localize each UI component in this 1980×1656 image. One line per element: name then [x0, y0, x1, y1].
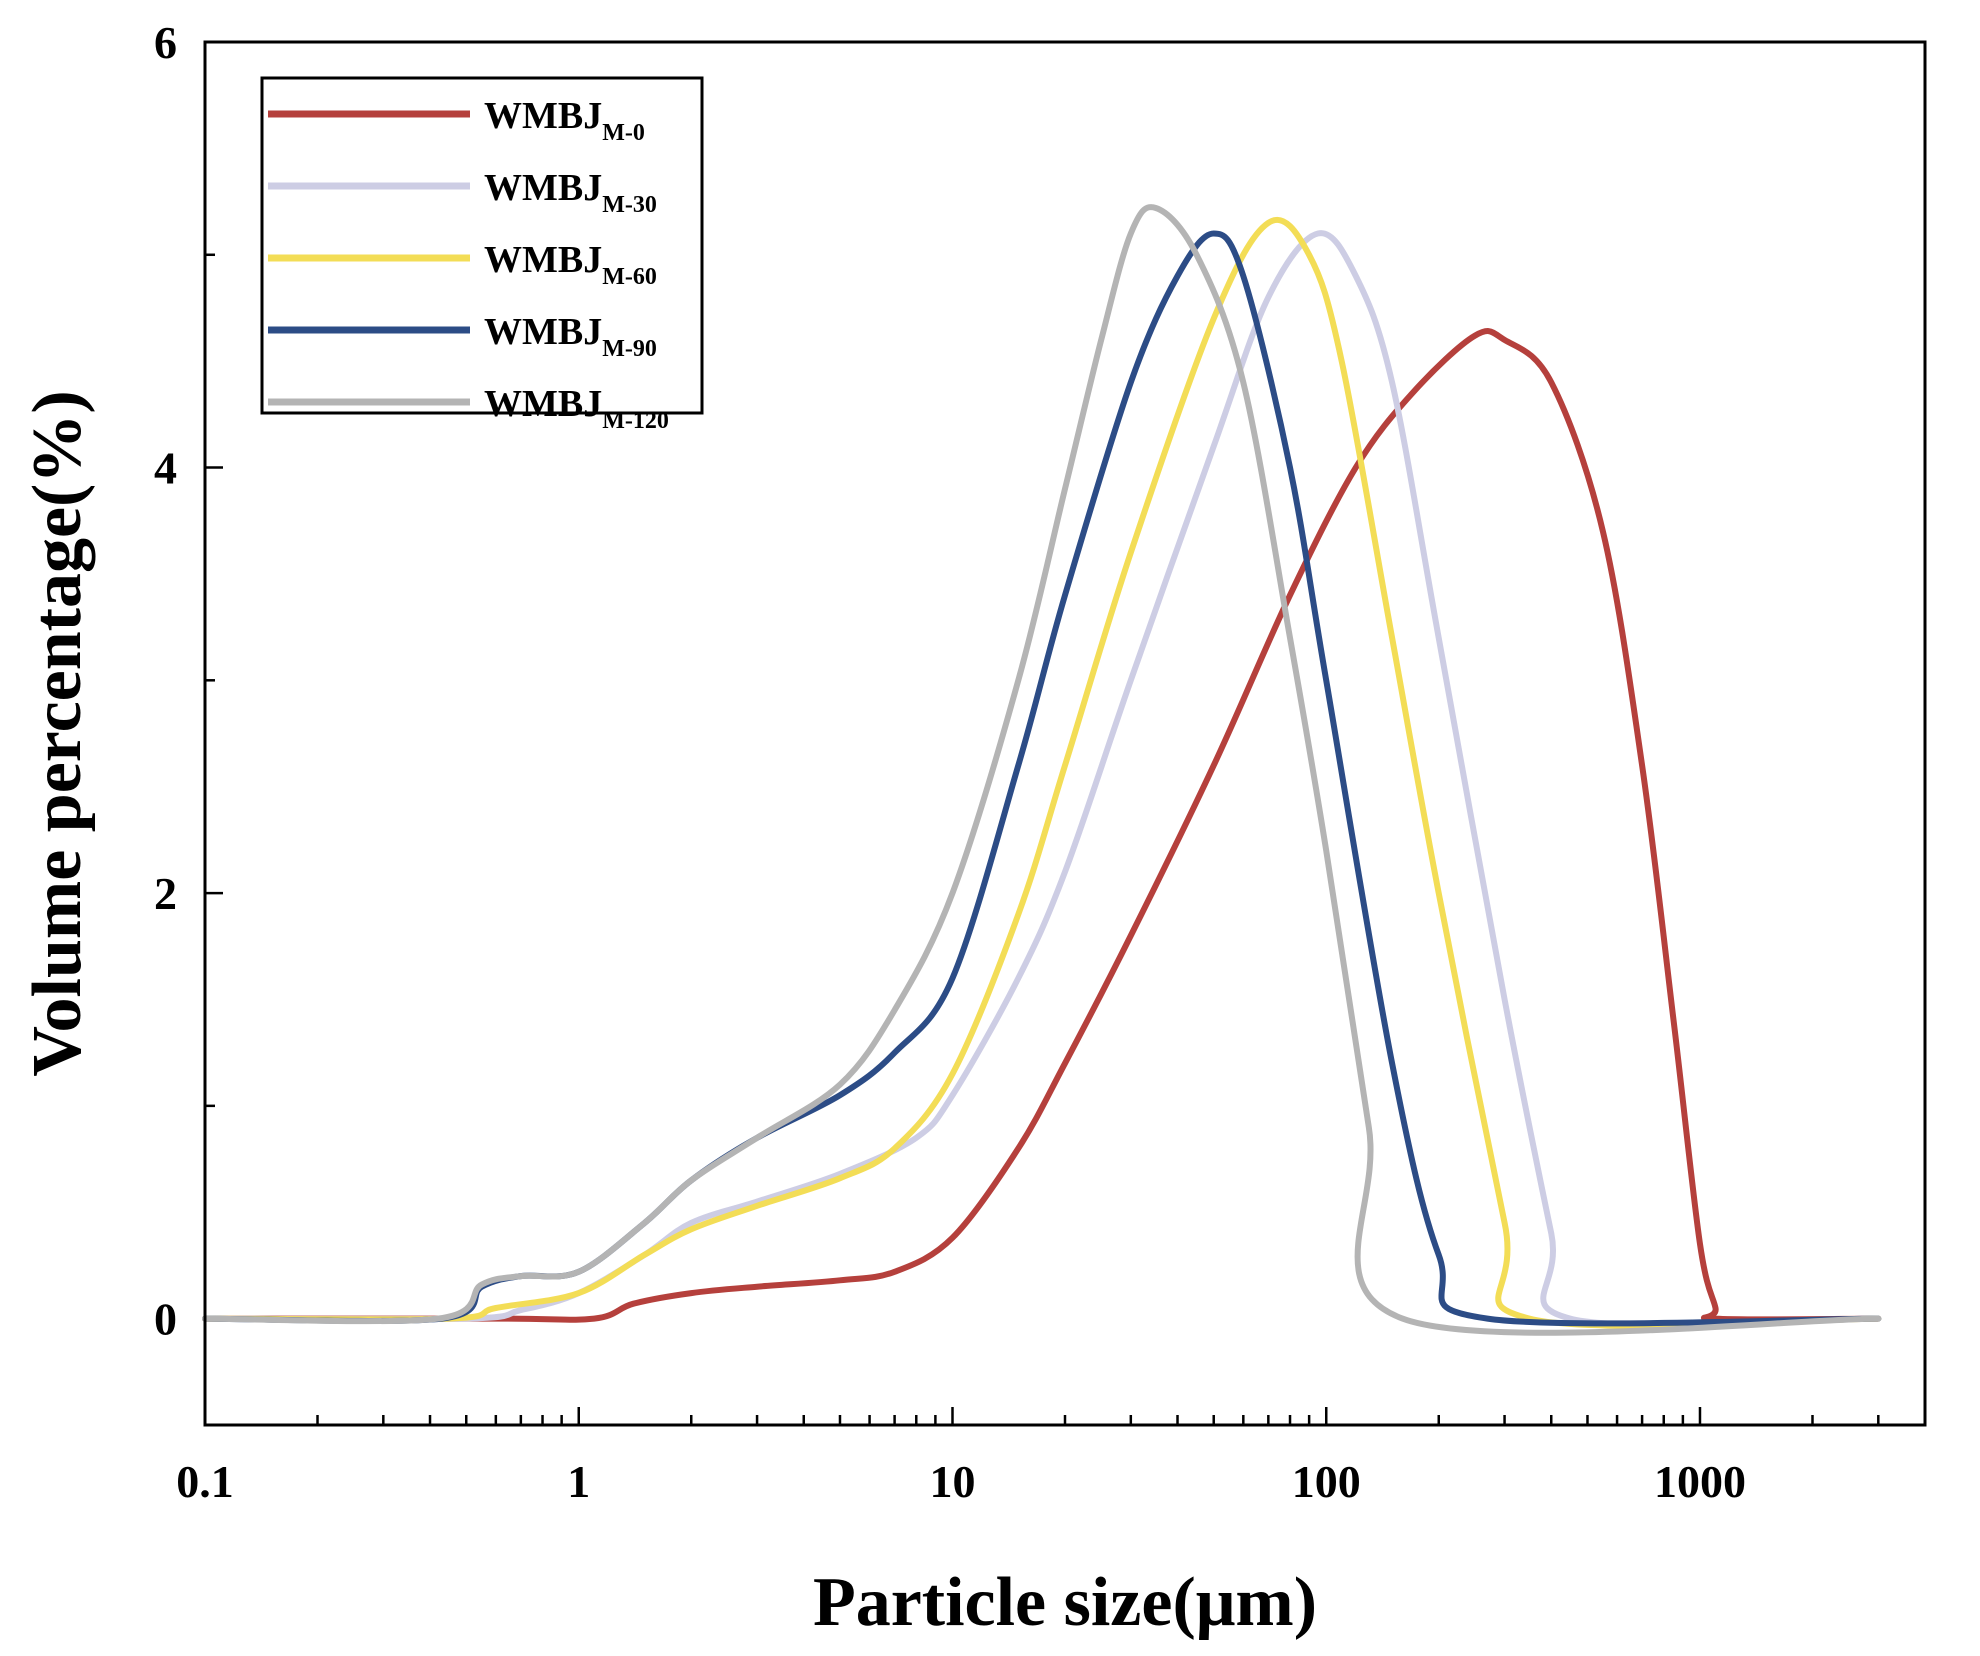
x-tick-label: 0.1 — [176, 1456, 234, 1507]
plot-frame — [203, 40, 1927, 1427]
legend-label: WMBJM-30 — [484, 167, 657, 218]
legend-label: WMBJM-0 — [484, 95, 645, 146]
y-tick-label: 0 — [154, 1294, 177, 1345]
axis-ticks — [203, 40, 1927, 1425]
y-tick-label: 6 — [154, 17, 177, 68]
tick-labels: 0.1 1 10 100 1000 0 2 4 6 — [154, 17, 1746, 1507]
x-tick-label: 1000 — [1654, 1456, 1746, 1507]
y-axis-title: Volume percentage(%) — [19, 390, 96, 1076]
x-tick-label: 100 — [1292, 1456, 1361, 1507]
series-line-m-60 — [202, 216, 1882, 1329]
legend-label: WMBJM-90 — [484, 311, 657, 362]
x-tick-label: 1 — [567, 1456, 590, 1507]
y-tick-label: 4 — [154, 443, 177, 494]
x-axis-title: Particle size(μm) — [813, 1564, 1317, 1641]
legend-label: WMBJM-120 — [484, 383, 669, 434]
y-tick-label: 2 — [154, 868, 177, 919]
series-line-m-120 — [202, 204, 1882, 1336]
series-lines — [202, 204, 1882, 1336]
legend-label: WMBJM-60 — [484, 239, 657, 290]
series-line-m-0 — [202, 328, 1882, 1323]
x-tick-label: 10 — [929, 1456, 975, 1507]
legend: WMBJM-0 WMBJM-30 WMBJM-60 WMBJM-90 WMBJM-120 — [260, 76, 704, 434]
legend-box — [260, 76, 704, 415]
